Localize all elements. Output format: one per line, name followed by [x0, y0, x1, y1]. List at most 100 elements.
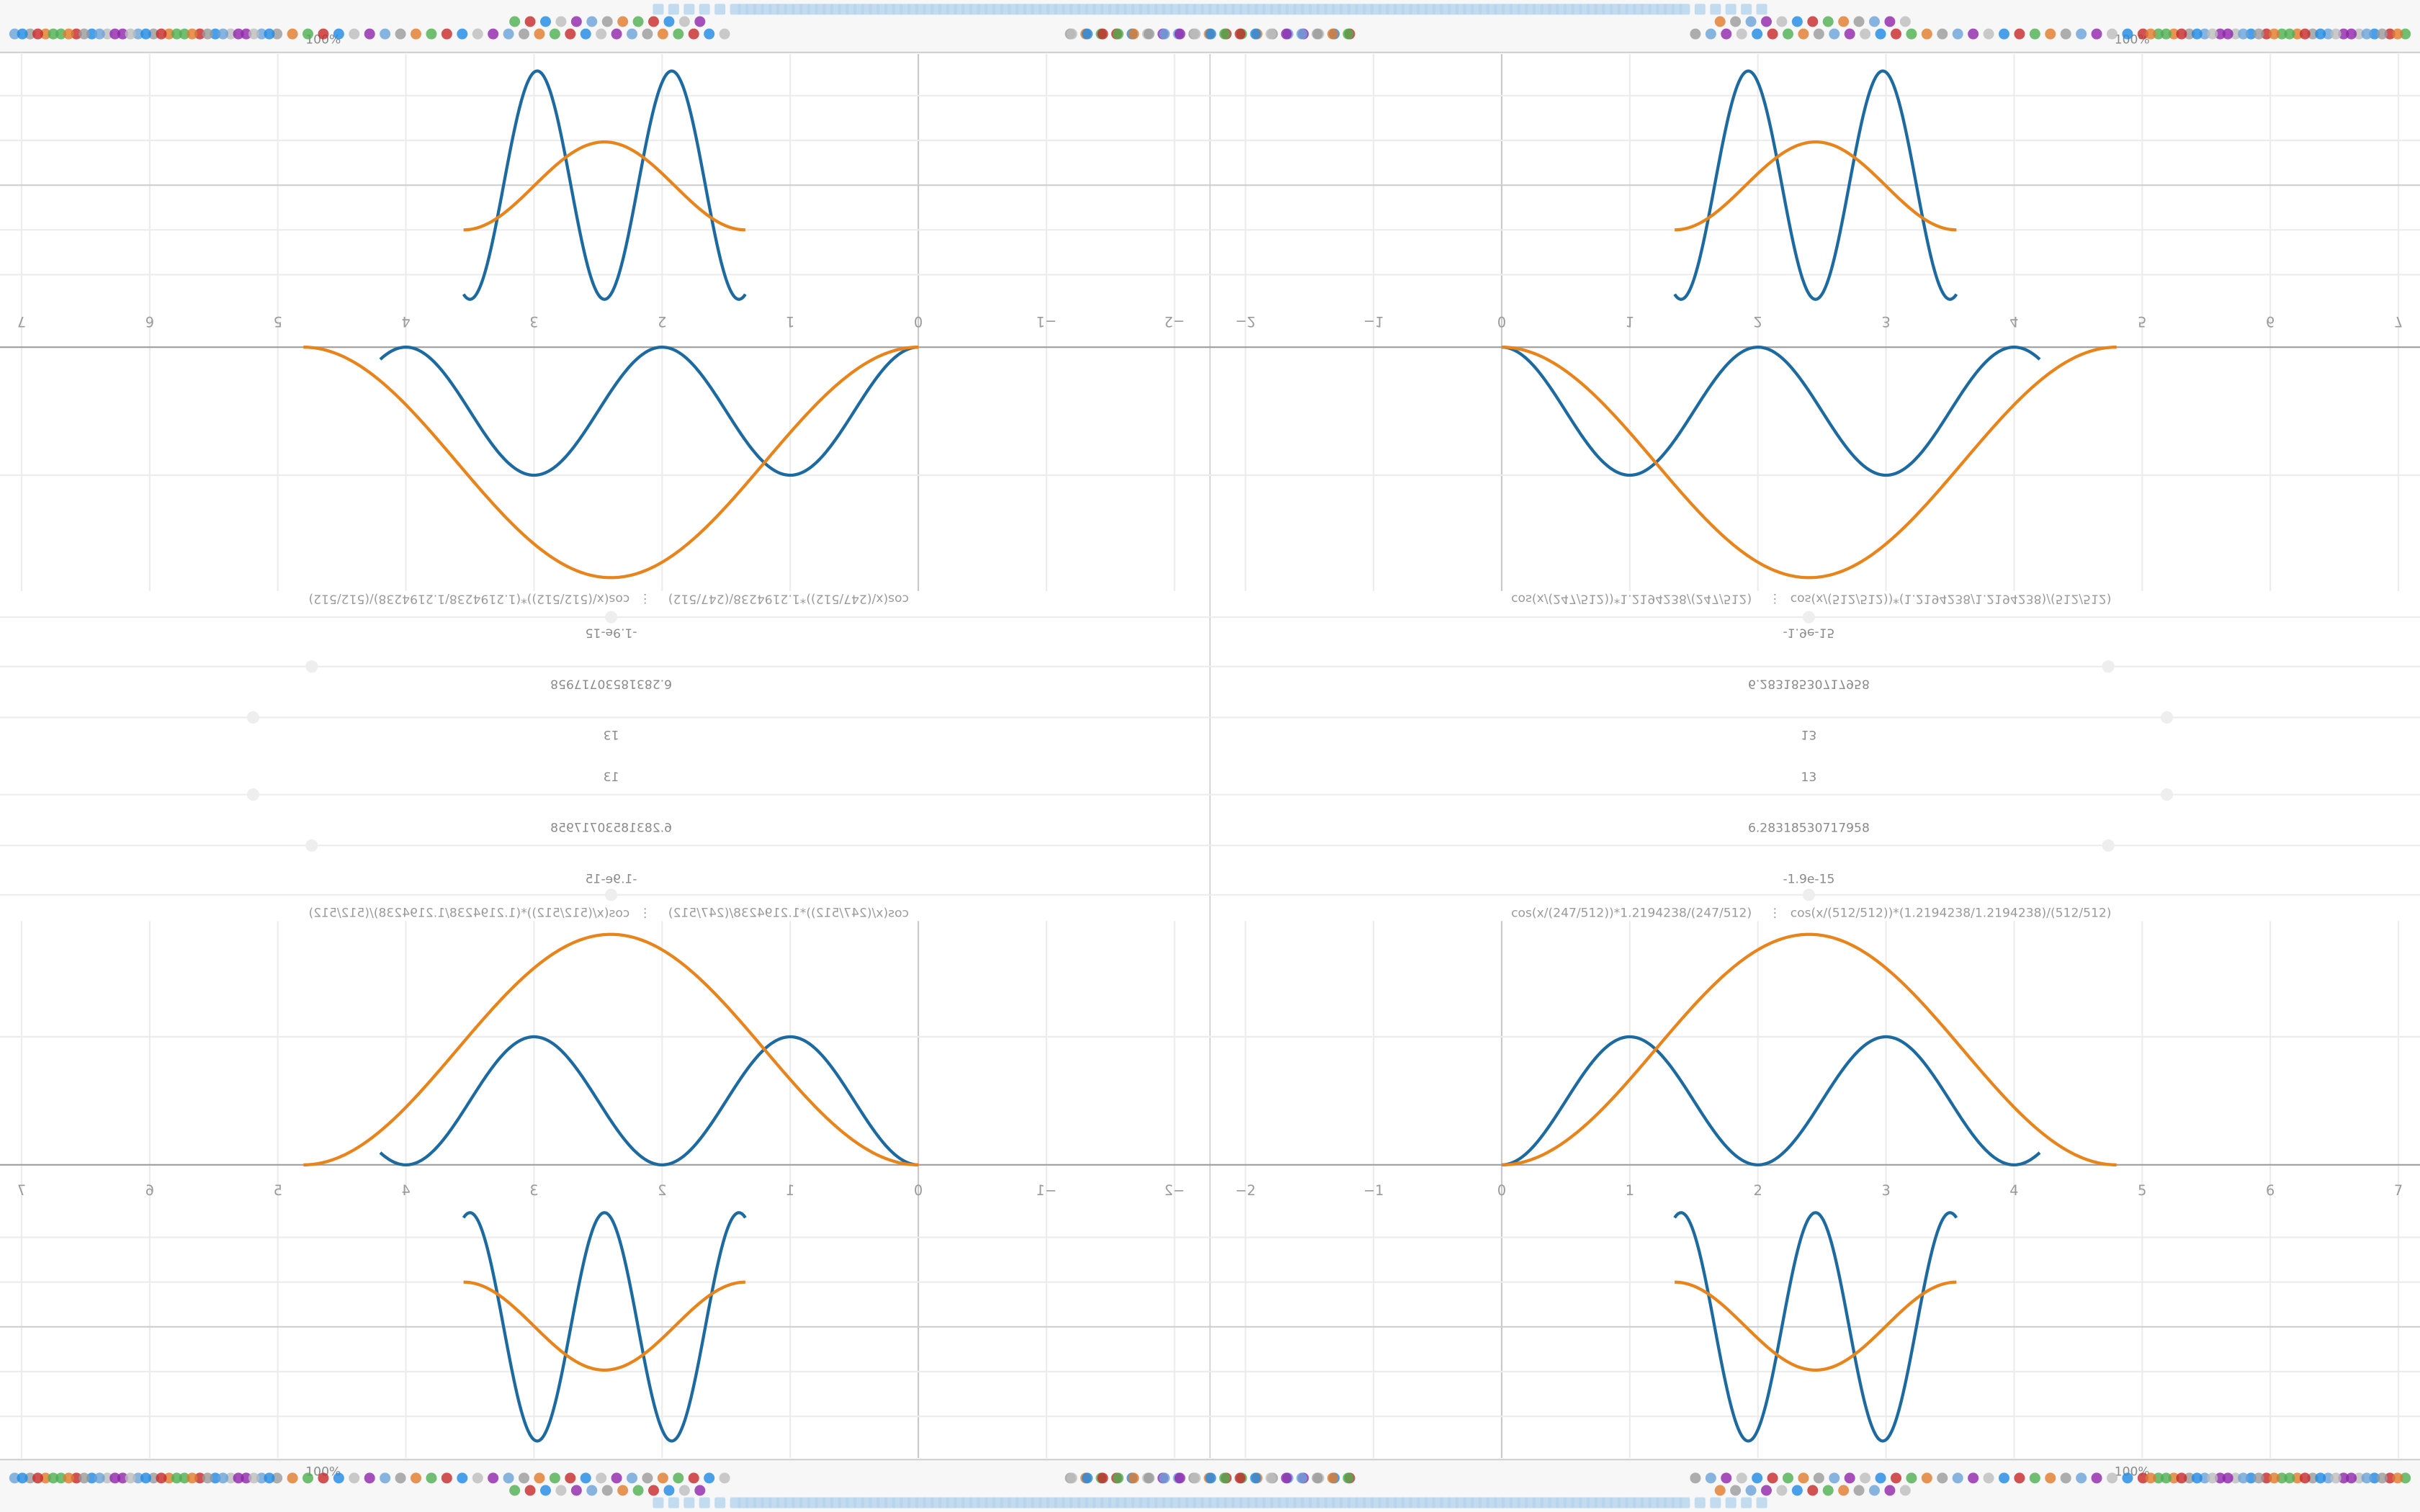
toolbar-icon: [1899, 16, 1911, 27]
toolbar-icon: [524, 16, 536, 27]
toolbar-icon: [1386, 4, 1397, 15]
toolbar-icon: [601, 16, 613, 27]
toolbar-icon: [1725, 4, 1736, 15]
toolbar-icon: [534, 1472, 545, 1484]
x-tick-label: 6: [145, 313, 154, 330]
toolbar-icon: [1131, 4, 1142, 15]
toolbar-icon: [9, 1472, 20, 1484]
toolbar-icon: [2137, 28, 2148, 40]
toolbar-icon: [704, 1472, 715, 1484]
curve: [1673, 1211, 1958, 1443]
toolbar-icon: [1705, 28, 1716, 40]
toolbar-icon: [1540, 4, 1551, 15]
toolbar-icon: [699, 4, 710, 15]
toolbar-icon: [1432, 4, 1443, 15]
toolbar-icon: [1869, 16, 1880, 27]
toolbar-icon: [287, 28, 298, 40]
toolbar-icon: [1714, 1485, 1726, 1496]
toolbar-icon: [1556, 1497, 1567, 1508]
toolbar-icon: [1807, 1485, 1819, 1496]
toolbar-icon: [1822, 1485, 1834, 1496]
algebra-value: 13: [604, 770, 619, 785]
toolbar-icon: [915, 4, 926, 15]
toolbar-icon: [2261, 28, 2272, 40]
toolbar-icon: [1128, 28, 1139, 40]
toolbar-icon: [1309, 4, 1320, 15]
toolbar-icon: [1023, 4, 1034, 15]
toolbar-icon: [586, 16, 598, 27]
toolbar-icon: [1293, 4, 1304, 15]
toolbar-icon: [2384, 1472, 2396, 1484]
toolbar-icon: [117, 28, 128, 40]
slider-dot: [2161, 788, 2174, 801]
toolbar-icon: [63, 1472, 74, 1484]
toolbar-icon: [694, 16, 706, 27]
toolbar-icon: [2353, 1472, 2365, 1484]
toolbar-icon: [248, 28, 259, 40]
toolbar-icon: [730, 1497, 741, 1508]
toolbar-icon: [684, 4, 695, 15]
toolbar-icon: [2369, 1472, 2380, 1484]
toolbar-icon: [1617, 1497, 1628, 1508]
x-tick-label: 7: [17, 1182, 26, 1199]
toolbar-icon: [163, 28, 175, 40]
curve: [1501, 345, 2041, 477]
toolbar-icon: [2191, 28, 2202, 40]
toolbar-icon: [1756, 4, 1767, 15]
toolbar-icon: [2029, 28, 2040, 40]
toolbar-icon: [540, 1485, 551, 1496]
toolbar-icon: [426, 1472, 437, 1484]
toolbar-icon: [109, 28, 121, 40]
toolbar-icon: [302, 28, 313, 40]
toolbar-icon: [1776, 16, 1788, 27]
toolbar-icon: [179, 1472, 190, 1484]
toolbar-icon: [627, 28, 637, 40]
toolbar-icon: [202, 28, 213, 40]
toolbar-icon: [1586, 1497, 1597, 1508]
toolbar-icon: [1178, 1497, 1188, 1508]
toolbar-icon: [653, 4, 664, 15]
toolbar-icon: [1741, 4, 1752, 15]
toolbar-icon: [1190, 28, 1201, 40]
toolbar-icon: [2168, 1472, 2179, 1484]
toolbar-icon: [1162, 4, 1173, 15]
toolbar-icon: [1648, 1497, 1659, 1508]
toolbar-icon: [1730, 16, 1742, 27]
toolbar-icon: [694, 1485, 706, 1496]
toolbar-icon: [1776, 1485, 1788, 1496]
toolbar-icon: [1262, 4, 1273, 15]
toolbar-icon: [946, 4, 957, 15]
toolbar-icon: [2215, 1472, 2226, 1484]
toolbar-icon: [457, 28, 468, 40]
toolbar-icon: [2269, 28, 2280, 40]
toolbar-icon: [125, 1472, 136, 1484]
toolbar-icon: [1999, 1472, 2009, 1484]
toolbar-icon: [148, 28, 159, 40]
toolbar-icon: [426, 28, 437, 40]
curve: [1501, 346, 2117, 580]
toolbar-icon: [1417, 4, 1428, 15]
toolbar-icon: [1100, 1497, 1111, 1508]
toolbar-icon: [519, 28, 529, 40]
toolbar-icon: [94, 28, 105, 40]
x-tick-label: 2: [1754, 313, 1762, 330]
toolbar-icon: [1602, 1497, 1613, 1508]
toolbar-icon: [730, 4, 741, 15]
toolbar-icon: [823, 1497, 834, 1508]
toolbar-icon: [642, 1472, 653, 1484]
toolbar-icon: [2191, 1472, 2202, 1484]
toolbar-icon: [977, 1497, 988, 1508]
toolbar-icon: [1829, 1472, 1840, 1484]
toolbar-icon: [2176, 1472, 2187, 1484]
toolbar-icon: [2014, 1472, 2025, 1484]
toolbar-icon: [102, 1472, 113, 1484]
toolbar-icon: [555, 1485, 567, 1496]
quadrant: 136.28318530717958-1.9e-15cos(x/(247/512…: [1210, 54, 2420, 742]
toolbar-icon: [2346, 1472, 2357, 1484]
toolbar-icon: [1540, 1497, 1551, 1508]
toolbar-icon: [1690, 28, 1701, 40]
toolbar-icon: [1999, 28, 2009, 40]
formula: cos(x/(247/512))*1.2194238/(247/512): [668, 906, 909, 921]
formula: cos(x/(512/512))*(1.2194238/1.2194238)/(…: [1791, 591, 2112, 606]
